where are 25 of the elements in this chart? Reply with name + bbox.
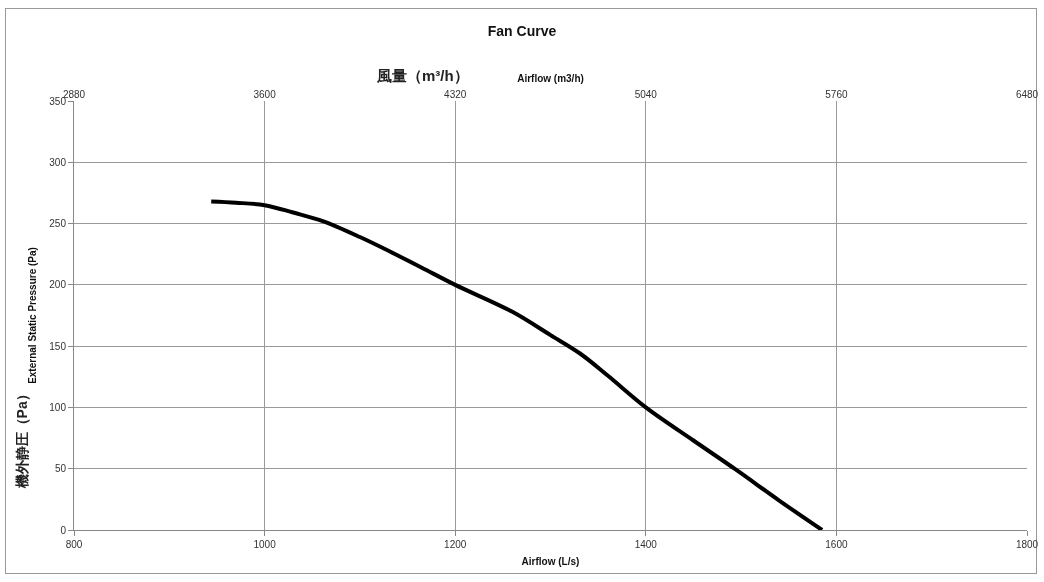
x-tick-label: 1000 <box>253 539 277 550</box>
text: 機外静圧（Pa） <box>13 387 30 490</box>
x2-tick-label: 5040 <box>634 89 658 100</box>
x2-tick-label: 3600 <box>253 89 277 100</box>
y-tick-label: 200 <box>49 279 67 291</box>
x-tick-label: 1400 <box>634 539 658 550</box>
x2-axis-title: Airflow (m3/h) <box>517 73 584 84</box>
y-tick-label: 250 <box>49 218 67 230</box>
line-series <box>209 199 825 530</box>
x-tick-label: 1200 <box>444 539 467 550</box>
x2-tick-label: 5760 <box>825 89 848 100</box>
x2-tick-label: 6480 <box>1015 89 1039 100</box>
x-tick-label: 1800 <box>1015 539 1039 550</box>
y-tick-label: 100 <box>49 401 67 413</box>
y-axis-title: External Static Pressure (Pa) <box>27 247 39 384</box>
x-tick-label: 800 <box>65 539 83 550</box>
y-tick-label: 150 <box>49 340 67 352</box>
chart-title: Fan Curve <box>487 22 557 39</box>
y-tick-label: 50 <box>54 463 67 475</box>
x-tick-label: 1600 <box>825 539 848 550</box>
y-tick-label: 300 <box>49 156 67 168</box>
text: 風量（m³/h） <box>376 67 469 84</box>
y-tick-label: 0 <box>60 524 67 536</box>
x-axis-title: Airflow (L/s) <box>521 555 580 567</box>
x2-tick-label: 4320 <box>444 89 467 100</box>
